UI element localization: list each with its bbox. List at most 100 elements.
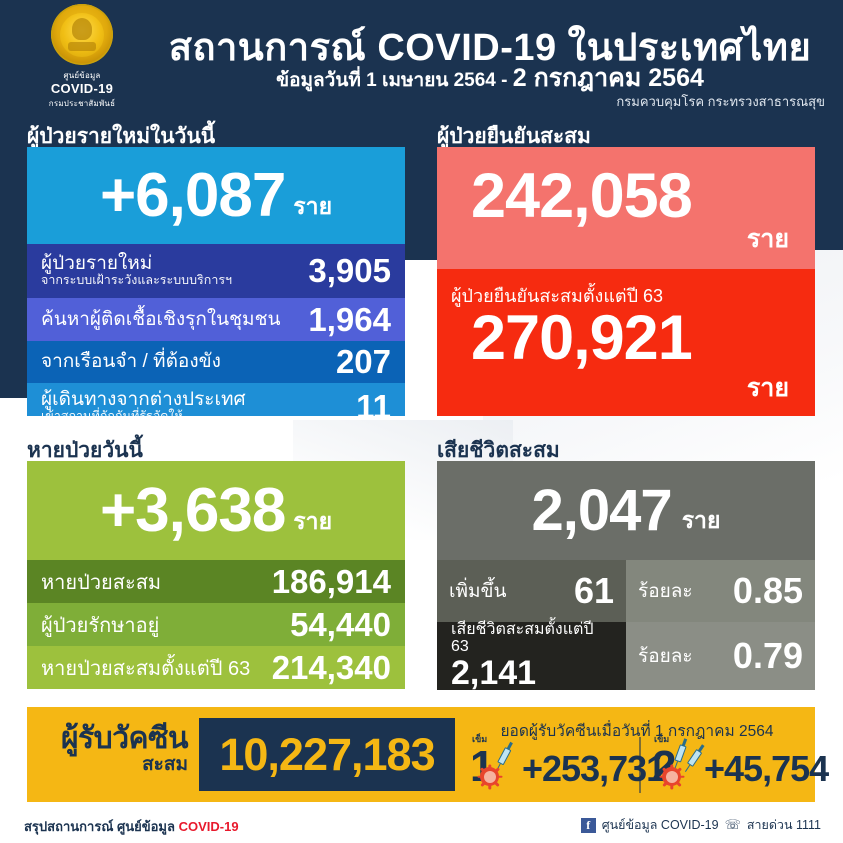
row-label: ค้นหาผู้ติดเชื้อเชิงรุกในชุมชน xyxy=(41,308,281,330)
row-label: จากเรือนจำ / ที่ต้องขัง xyxy=(41,351,221,373)
footer-right: f ศูนย์ข้อมูล COVID-19 ☏ สายด่วน 1111 xyxy=(580,815,821,835)
row-sublabel: เข้าสถานที่กักกันที่รัฐจัดให้ xyxy=(41,408,183,416)
vaccine-dose-1: เข็ม 1 +253,731 xyxy=(470,734,666,793)
recovered-total: +3,638 xyxy=(99,475,286,545)
new-cases-unit: ราย xyxy=(293,192,333,219)
deaths-increase-cell: เพิ่มขึ้น 61 xyxy=(437,560,626,622)
row-value: 3,905 xyxy=(308,252,391,289)
cumulative-since-unit: ราย xyxy=(746,374,789,402)
vaccine-bar: ผู้รับวัคซีน สะสม 10,227,183 ยอดผู้รับวั… xyxy=(27,707,829,802)
row-label: หายป่วยสะสมตั้งแต่ปี 63 xyxy=(41,657,251,680)
cumulative-since-caption: ผู้ป่วยยืนยันสะสมตั้งแต่ปี 63 xyxy=(451,286,664,306)
new-cases-row-prison: จากเรือนจำ / ที่ต้องขัง 207 xyxy=(27,341,405,383)
page-footer: สรุปสถานการณ์ ศูนย์ข้อมูล COVID-19 f ศูน… xyxy=(0,810,843,843)
phone-icon: ☏ xyxy=(724,817,741,832)
vaccine-caption: ยอดผู้รับวัคซีนเมื่อวันที่ 1 กรกฎาคม 256… xyxy=(500,723,774,740)
row-value: 186,914 xyxy=(271,562,391,600)
deaths-total: 2,047 xyxy=(531,477,673,543)
card-cumulative-cases: 242,058 ราย ผู้ป่วยยืนยันสะสมตั้งแต่ปี 6… xyxy=(437,147,815,416)
dose-1-value: +253,731 xyxy=(522,748,666,789)
dose-2-value: +45,754 xyxy=(704,748,829,789)
row-value: 54,440 xyxy=(290,605,391,643)
deaths-percent-value-2: 0.79 xyxy=(732,635,803,676)
deaths-percent-label-2: ร้อยละ xyxy=(638,646,693,667)
deaths-percent-cell-2: ร้อยละ 0.79 xyxy=(626,622,815,690)
dose-2-khem-label: เข็ม xyxy=(654,734,670,744)
recovered-unit: ราย xyxy=(293,507,333,534)
date-range-main: 2 กรกฎาคม 2564 xyxy=(512,64,704,92)
card-new-cases: +6,087 ราย ผู้ป่วยรายใหม่ จากระบบเฝ้าระว… xyxy=(27,147,405,416)
card-recovered: +3,638 ราย หายป่วยสะสม 186,914 ผู้ป่วยรั… xyxy=(27,461,405,690)
new-cases-total: +6,087 xyxy=(99,160,286,230)
deaths-increase-label: เพิ่มขึ้น xyxy=(449,581,507,602)
cumulative-total-banner: 242,058 ราย xyxy=(437,147,815,269)
row-value: 207 xyxy=(335,343,391,380)
logo-line-3: กรมประชาสัมพันธ์ xyxy=(48,99,116,108)
heading-recovered: หายป่วยวันนี้ xyxy=(27,439,143,462)
recovered-total-banner: +3,638 ราย xyxy=(27,461,405,560)
footer-facebook-text: ศูนย์ข้อมูล COVID-19 xyxy=(601,818,719,832)
footer-left: สรุปสถานการณ์ ศูนย์ข้อมูล COVID-19 xyxy=(24,816,239,837)
vaccine-label-line-2: สะสม xyxy=(142,753,188,775)
row-label: ผู้เดินทางจากต่างประเทศ xyxy=(41,388,246,410)
footer-left-text: สรุปสถานการณ์ ศูนย์ข้อมูล xyxy=(24,819,179,834)
garuda-seal-icon xyxy=(51,4,113,66)
new-cases-row-active-screening: ค้นหาผู้ติดเชื้อเชิงรุกในชุมชน 1,964 xyxy=(27,298,405,341)
row-label: ผู้ป่วยรายใหม่ xyxy=(41,253,153,275)
department-line: กรมควบคุมโรค กระทรวงสาธารณสุข xyxy=(616,94,825,109)
heading-cumulative-cases: ผู้ป่วยยืนยันสะสม xyxy=(437,125,591,148)
cumulative-since-2563-banner: ผู้ป่วยยืนยันสะสมตั้งแต่ปี 63 270,921 รา… xyxy=(437,269,815,416)
heading-new-cases: ผู้ป่วยรายใหม่ในวันนี้ xyxy=(27,125,216,148)
new-cases-row-surveillance: ผู้ป่วยรายใหม่ จากระบบเฝ้าระวังและระบบบร… xyxy=(27,244,405,298)
recovered-row-under-treatment: ผู้ป่วยรักษาอยู่ 54,440 xyxy=(27,603,405,646)
vaccine-label-line-1: ผู้รับวัคซีน xyxy=(60,722,189,755)
date-range-prefix: ข้อมูลวันที่ 1 เมษายน 2564 - xyxy=(276,70,513,91)
facebook-icon[interactable]: f xyxy=(580,817,596,833)
footer-hotline: สายด่วน 1111 xyxy=(746,818,821,832)
vaccine-dose-2: เข็ม 2 +45,754 xyxy=(652,734,829,793)
cumulative-unit: ราย xyxy=(746,225,789,253)
new-cases-row-overseas: ผู้เดินทางจากต่างประเทศ เข้าสถานที่กักกั… xyxy=(27,383,405,416)
deaths-detail-grid: เพิ่มขึ้น 61 ร้อยละ 0.85 เสียชีวิตสะสมตั… xyxy=(437,560,815,690)
row-value: 1,964 xyxy=(308,300,391,338)
footer-left-brand: COVID-19 xyxy=(178,819,239,834)
card-deaths: 2,047 ราย เพิ่มขึ้น 61 ร้อยละ 0.85 เสียช… xyxy=(437,461,815,690)
cumulative-total: 242,058 xyxy=(471,161,693,231)
syringe-virus-icon: เข็ม 1 xyxy=(470,734,516,793)
dose-1-khem-label: เข็ม xyxy=(472,734,488,744)
row-value: 214,340 xyxy=(271,648,391,686)
virus-icon xyxy=(479,766,500,787)
recovered-row-since-2563: หายป่วยสะสมตั้งแต่ปี 63 214,340 xyxy=(27,646,405,689)
deaths-percent-cell-1: ร้อยละ 0.85 xyxy=(626,560,815,622)
new-cases-total-banner: +6,087 ราย xyxy=(27,147,405,244)
date-range: ข้อมูลวันที่ 1 เมษายน 2564 - 2 กรกฎาคม 2… xyxy=(150,58,830,98)
logo-block: ศูนย์ข้อมูล COVID-19 กรมประชาสัมพันธ์ xyxy=(18,4,146,110)
recovered-row-cumulative: หายป่วยสะสม 186,914 xyxy=(27,560,405,603)
page-title: สถานการณ์ COVID-19 ในประเทศไทย xyxy=(168,27,812,69)
page-header: ศูนย์ข้อมูล COVID-19 กรมประชาสัมพันธ์ สถ… xyxy=(0,0,843,112)
vaccine-divider xyxy=(639,737,641,793)
row-label: หายป่วยสะสม xyxy=(41,571,162,594)
deaths-percent-value-1: 0.85 xyxy=(732,570,803,611)
row-label: ผู้ป่วยรักษาอยู่ xyxy=(41,614,160,637)
syringe-icon-second xyxy=(684,744,705,773)
double-syringe-virus-icon: เข็ม 2 xyxy=(652,734,705,793)
deaths-since-caption: เสียชีวิตสะสมตั้งแต่ปี 63 xyxy=(451,620,594,656)
deaths-since-2563-cell: เสียชีวิตสะสมตั้งแต่ปี 63 2,141 xyxy=(437,620,626,690)
virus-icon xyxy=(661,766,682,787)
row-sublabel: จากระบบเฝ้าระวังและระบบบริการฯ xyxy=(41,273,233,288)
row-value: 11 xyxy=(356,387,391,417)
vaccine-total-box: 10,227,183 xyxy=(199,718,455,791)
deaths-total-banner: 2,047 ราย xyxy=(437,461,815,560)
logo-line-2: COVID-19 xyxy=(50,81,114,97)
vaccine-total: 10,227,183 xyxy=(219,728,435,780)
logo-line-1: ศูนย์ข้อมูล xyxy=(63,71,101,81)
vaccine-label-block: ผู้รับวัคซีน สะสม xyxy=(43,722,189,775)
heading-deaths: เสียชีวิตสะสม xyxy=(437,439,560,462)
deaths-since-value: 2,141 xyxy=(451,653,537,690)
cumulative-since-total: 270,921 xyxy=(471,303,693,373)
deaths-percent-label-1: ร้อยละ xyxy=(638,581,693,602)
deaths-unit: ราย xyxy=(681,506,721,533)
deaths-increase-value: 61 xyxy=(573,570,614,611)
